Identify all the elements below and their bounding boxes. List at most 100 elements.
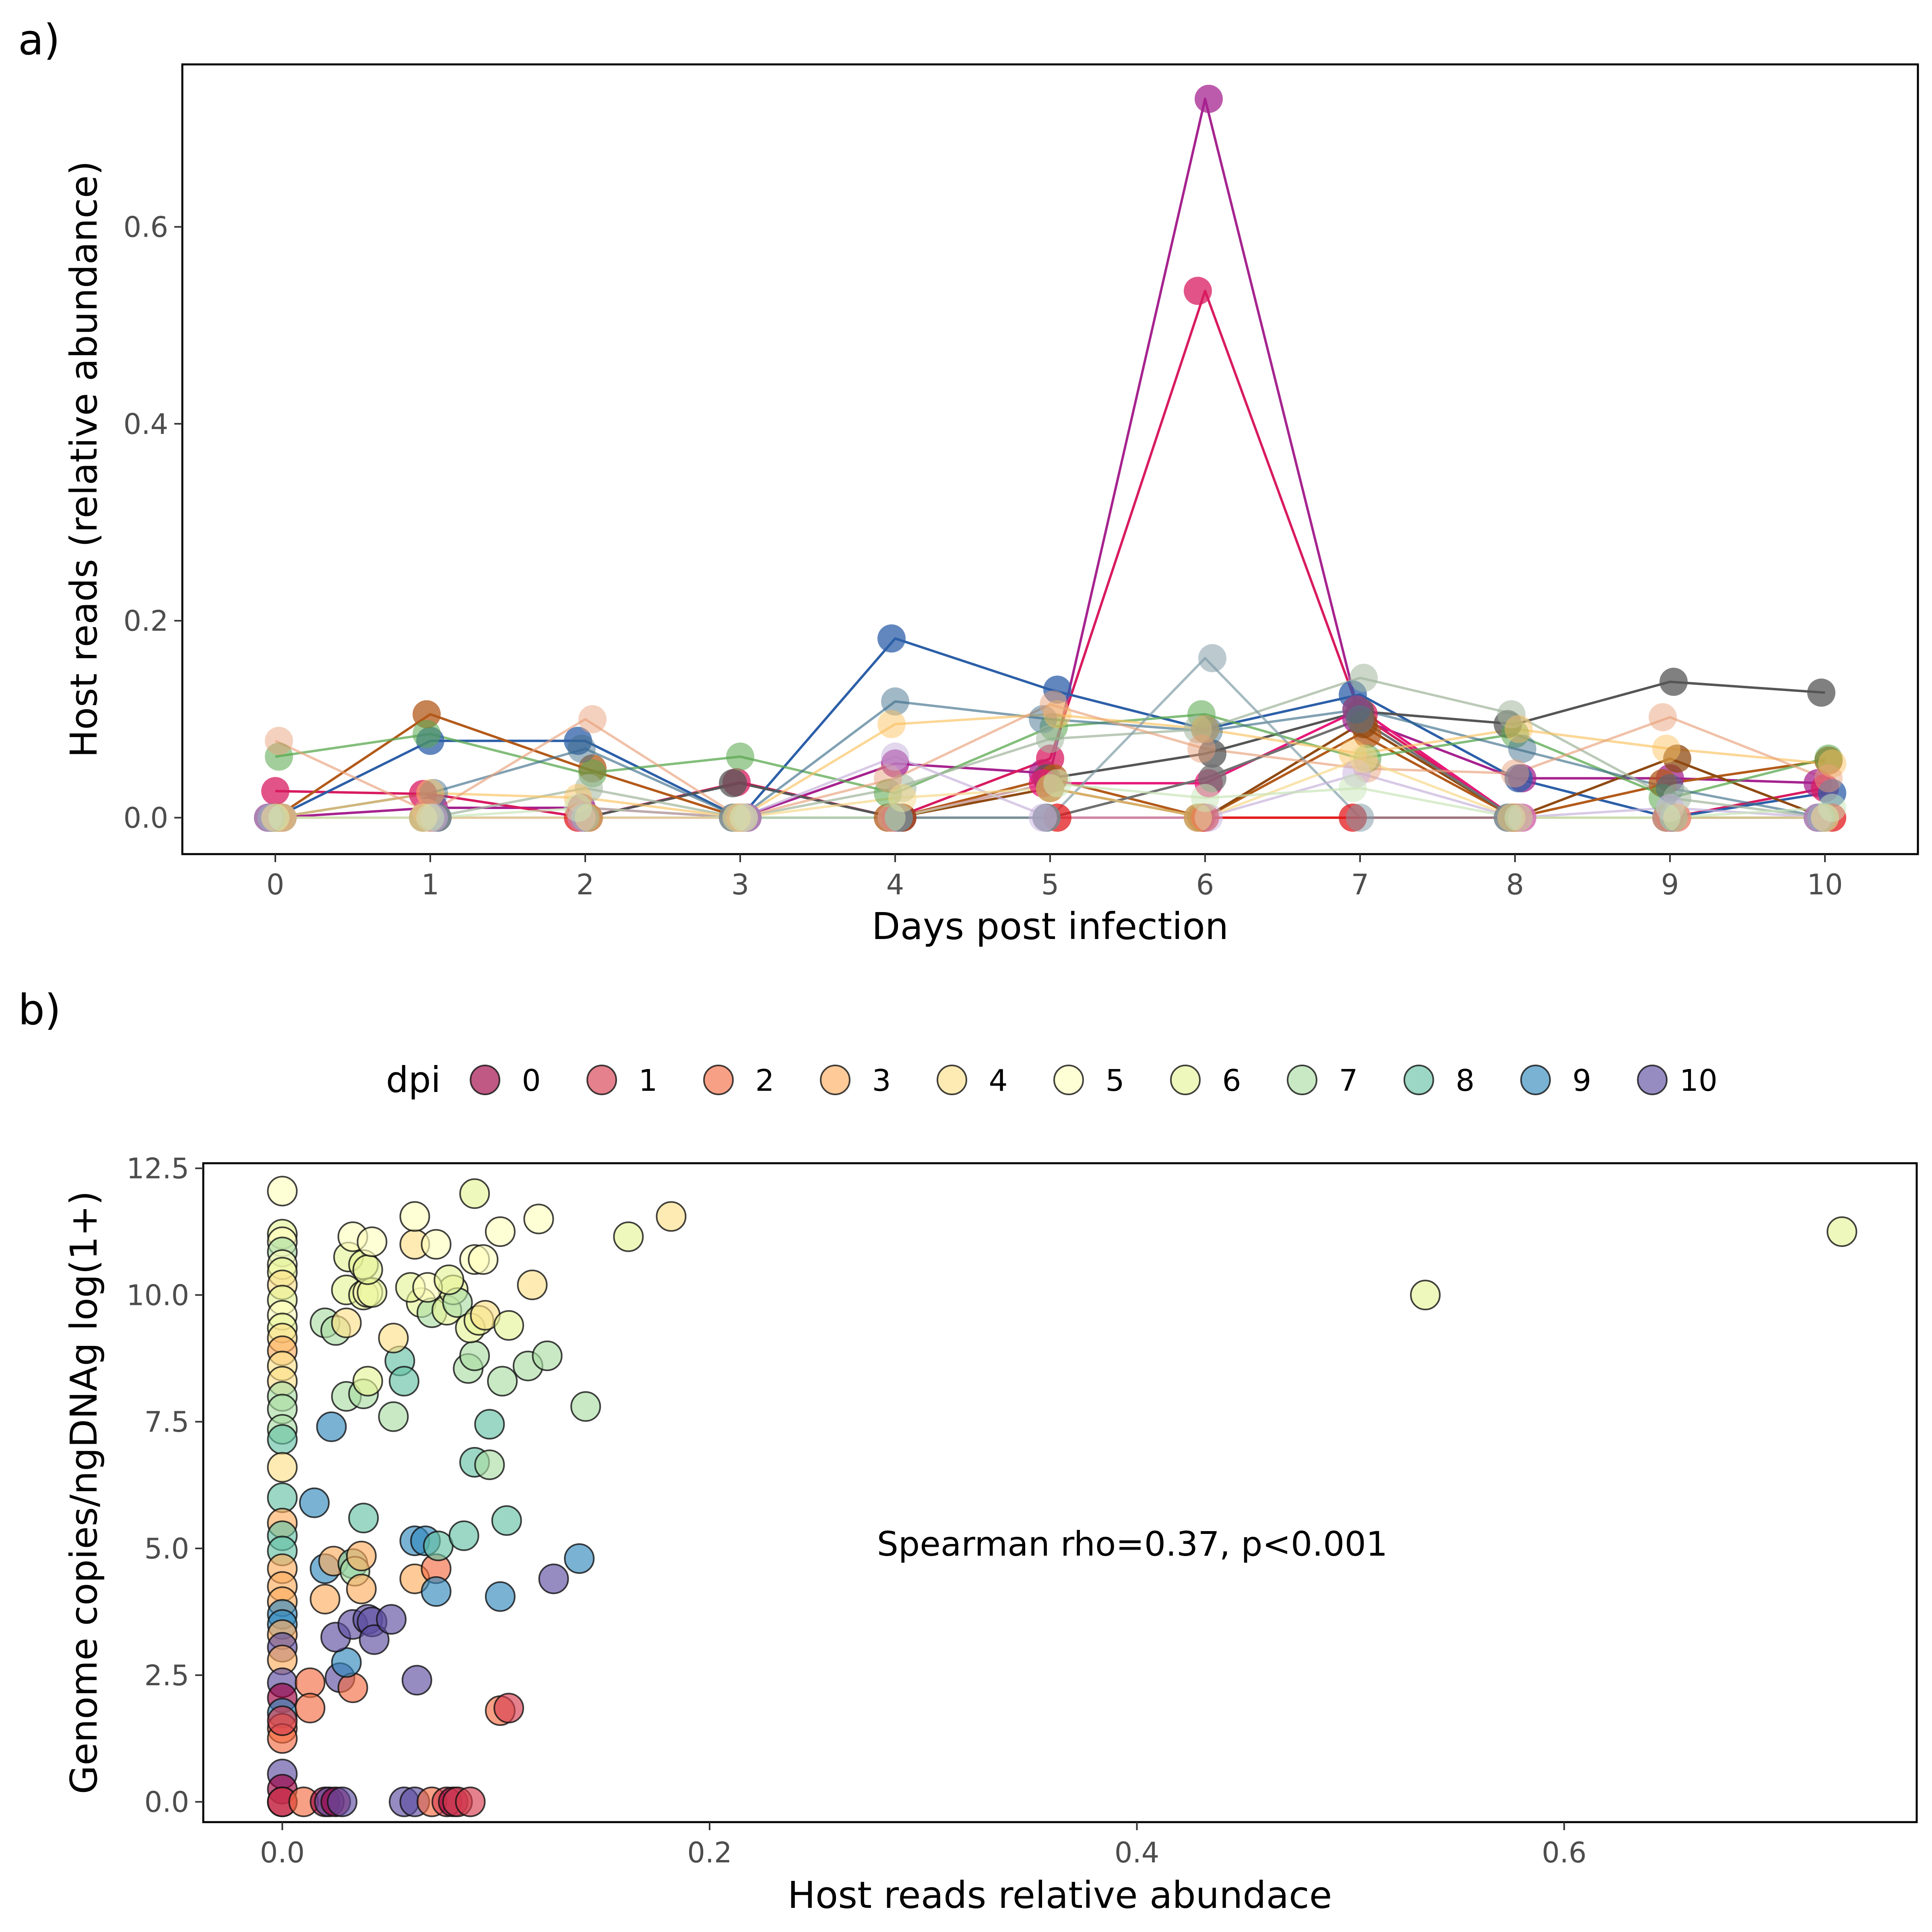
scatter-point-18 bbox=[267, 1452, 298, 1483]
series-point-9-1 bbox=[413, 720, 441, 748]
legend-key-4 bbox=[937, 1065, 967, 1095]
series-point-9-0 bbox=[265, 742, 293, 771]
series-point-3-6 bbox=[1198, 739, 1226, 768]
series-point-12-9 bbox=[1652, 735, 1680, 763]
series-point-10-4 bbox=[881, 687, 909, 716]
legend-key-3 bbox=[820, 1065, 850, 1095]
series-point-14-0 bbox=[265, 727, 293, 755]
scatter-point-45 bbox=[327, 1786, 358, 1817]
scatter-point-91 bbox=[474, 1449, 505, 1480]
scatter-point-54 bbox=[295, 1693, 326, 1724]
legend-label: 9 bbox=[1572, 1063, 1591, 1098]
series-point-3-10 bbox=[1807, 678, 1835, 707]
legend-key-0 bbox=[470, 1065, 500, 1095]
series-point-12-5 bbox=[1043, 700, 1071, 729]
series-point-2-2 bbox=[564, 727, 592, 755]
scatter-point-132 bbox=[357, 1226, 388, 1257]
x-tick-label: 9 bbox=[1661, 868, 1679, 901]
legend-title: dpi bbox=[386, 1059, 441, 1100]
legend-key-9 bbox=[1520, 1065, 1551, 1095]
scatter-point-140 bbox=[1827, 1216, 1858, 1247]
legend-key-1 bbox=[586, 1065, 617, 1095]
scatter-point-136 bbox=[523, 1203, 554, 1234]
scatter-point-134 bbox=[459, 1178, 490, 1209]
series-point-6-9 bbox=[1663, 744, 1691, 773]
series-point-14-2 bbox=[578, 705, 607, 733]
scatter-point-84 bbox=[423, 1530, 454, 1561]
panel-b: b) dpi 0 1 2 3 4 5 6 7 8 9 10 0.0 0.2 0.4 0.6 0.0 2.5 5.… bbox=[18, 985, 1918, 1917]
scatter-point-58 bbox=[401, 1665, 432, 1696]
legend-label: 4 bbox=[989, 1063, 1007, 1098]
series-point-14-6 bbox=[1187, 735, 1216, 763]
series-point-1-6 bbox=[1184, 277, 1212, 305]
scatter-point-128 bbox=[421, 1229, 452, 1260]
scatter-point-81 bbox=[348, 1503, 379, 1534]
scatter-point-106 bbox=[378, 1323, 409, 1354]
scatter-point-100 bbox=[487, 1366, 518, 1397]
scatter-point-95 bbox=[352, 1366, 383, 1397]
series-point-2-5 bbox=[1043, 675, 1071, 704]
series-point-17-1 bbox=[416, 803, 444, 832]
series-point-17-2 bbox=[564, 794, 592, 822]
x-tick-label: 5 bbox=[1041, 868, 1059, 901]
scatter-point-139 bbox=[1410, 1280, 1441, 1311]
scatter-point-88 bbox=[378, 1401, 409, 1432]
legend-label: 6 bbox=[1222, 1063, 1241, 1098]
scatter-point-74 bbox=[346, 1573, 377, 1604]
panel-b-y-axis-title: Genome copies/ngDNAg log(1+) bbox=[62, 1191, 105, 1794]
series-point-13-7 bbox=[1346, 803, 1374, 832]
y-tick-label: 0.0 bbox=[124, 801, 168, 834]
series-point-12-8 bbox=[1505, 715, 1533, 743]
x-tick-label: 2 bbox=[576, 868, 594, 901]
series-point-17-3 bbox=[730, 803, 758, 832]
scatter-point-99 bbox=[459, 1340, 490, 1371]
series-line-14 bbox=[275, 703, 1826, 819]
scatter-point-60 bbox=[493, 1693, 524, 1724]
series-point-12-10 bbox=[1818, 749, 1846, 778]
x-tick-label: 1 bbox=[421, 868, 440, 901]
scatter-point-123 bbox=[517, 1269, 548, 1300]
scatter-point-89 bbox=[474, 1409, 505, 1440]
panel-b-plot-frame bbox=[202, 1162, 1918, 1823]
series-point-9-3 bbox=[726, 742, 754, 771]
y-tick-label: 2.5 bbox=[144, 1659, 189, 1692]
series-point-8-7 bbox=[1346, 705, 1374, 733]
scatter-point-135 bbox=[485, 1216, 516, 1247]
series-point-10-1 bbox=[420, 779, 448, 807]
scatter-point-79 bbox=[564, 1543, 595, 1574]
x-tick-label: 0.0 bbox=[260, 1836, 305, 1869]
legend-key-2 bbox=[703, 1065, 734, 1095]
series-point-10-8 bbox=[1508, 735, 1536, 763]
legend-label: 3 bbox=[872, 1063, 891, 1098]
scatter-point-67 bbox=[538, 1563, 569, 1594]
series-point-14-8 bbox=[1501, 759, 1529, 788]
scatter-point-68 bbox=[310, 1583, 341, 1614]
scatter-point-138 bbox=[656, 1201, 687, 1232]
legend-key-7 bbox=[1287, 1065, 1317, 1095]
scatter-point-0 bbox=[267, 1176, 298, 1207]
series-point-12-4 bbox=[877, 710, 906, 739]
scatter-point-122 bbox=[433, 1264, 464, 1295]
panel-a-axes: 0 1 2 3 4 5 6 7 8 9 10 0.0 0.2 0.4 0.6 bbox=[124, 211, 1843, 901]
series-point-17-8 bbox=[1505, 803, 1533, 832]
y-tick-label: 0.6 bbox=[124, 211, 168, 244]
correlation-annotation: Spearman rho=0.37, p<0.001 bbox=[877, 1524, 1388, 1564]
scatter-point-105 bbox=[331, 1307, 362, 1338]
legend-label: 5 bbox=[1105, 1063, 1124, 1098]
y-tick-label: 5.0 bbox=[144, 1532, 189, 1565]
series-point-14-10 bbox=[1814, 764, 1843, 793]
x-tick-label: 7 bbox=[1351, 868, 1369, 901]
x-tick-label: 0.6 bbox=[1542, 1836, 1587, 1869]
series-point-3-9 bbox=[1660, 667, 1688, 696]
series-point-1-1 bbox=[409, 780, 437, 808]
y-tick-label: 10.0 bbox=[126, 1279, 189, 1312]
scatter-point-102 bbox=[532, 1340, 563, 1371]
y-tick-label: 7.5 bbox=[144, 1406, 189, 1439]
legend-key-5 bbox=[1053, 1065, 1084, 1095]
series-point-17-4 bbox=[877, 803, 906, 832]
scatter-point-133 bbox=[399, 1201, 430, 1232]
x-tick-label: 0.2 bbox=[687, 1836, 732, 1869]
legend-key-8 bbox=[1404, 1065, 1434, 1095]
legend-label: 1 bbox=[638, 1063, 657, 1098]
